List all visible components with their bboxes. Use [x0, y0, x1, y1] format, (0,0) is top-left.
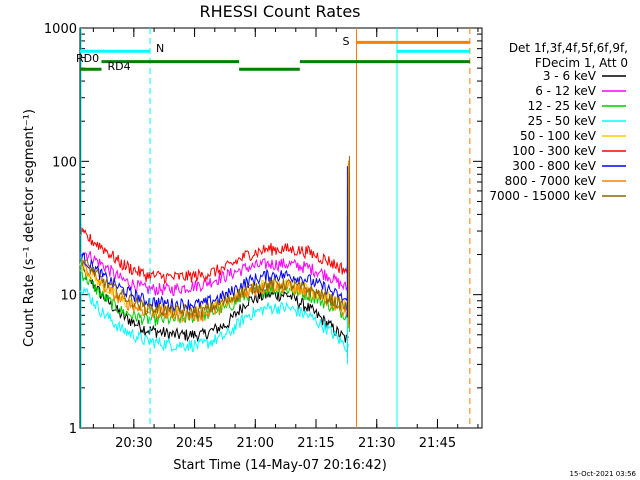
- flag-label-rd4: RD4: [107, 60, 130, 73]
- footer-timestamp: 15-Oct-2021 03:56: [570, 470, 637, 478]
- series-line: [79, 227, 349, 285]
- legend-header: FDecim 1, Att 0: [535, 56, 628, 70]
- x-tick-label: 21:30: [358, 436, 395, 451]
- flag-label-s: S: [343, 35, 350, 48]
- plot-frame: [79, 27, 483, 429]
- x-tick-label: 21:15: [297, 436, 334, 451]
- legend-entry: 6 - 12 keV: [535, 84, 597, 98]
- x-tick-label: 21:45: [419, 436, 456, 451]
- x-tick-label: 20:45: [176, 436, 213, 451]
- y-tick-label: 1: [69, 422, 77, 437]
- legend-entry: 100 - 300 keV: [512, 144, 596, 158]
- legend: Det 1f,3f,4f,5f,6f,9f,FDecim 1, Att 03 -…: [489, 41, 628, 203]
- chart-title: RHESSI Count Rates: [200, 2, 361, 21]
- legend-entry: 3 - 6 keV: [543, 69, 597, 83]
- legend-entry: 800 - 7000 keV: [505, 174, 597, 188]
- legend-entry: 12 - 25 keV: [528, 99, 597, 113]
- series-line: [79, 251, 349, 297]
- legend-header: Det 1f,3f,4f,5f,6f,9f,: [509, 41, 628, 55]
- legend-entry: 7000 - 15000 keV: [489, 189, 596, 203]
- y-tick-label: 10: [60, 289, 77, 304]
- y-tick-label: 100: [52, 155, 77, 170]
- y-tick-label: 1000: [44, 22, 77, 37]
- flag-label-n: N: [156, 42, 164, 55]
- y-axis-label: Count Rate (s⁻¹ detector segment⁻¹): [22, 109, 37, 347]
- series-line: [79, 286, 349, 353]
- flag-label-rd0: RD0: [76, 52, 99, 65]
- x-tick-label: 21:00: [237, 436, 274, 451]
- series-line: [79, 263, 349, 343]
- series-line: [79, 269, 349, 327]
- plot-layer: 1 10 100 1000 20:30 20:45 21:00 21:15 21:30 21:45…: [44, 22, 483, 451]
- legend-entry: 25 - 50 keV: [528, 114, 597, 128]
- x-tick-label: 20:30: [115, 436, 152, 451]
- series-line: [79, 256, 349, 320]
- legend-entry: 300 - 800 keV: [512, 159, 596, 173]
- legend-entry: 50 - 100 keV: [520, 129, 597, 143]
- x-axis-label: Start Time (14-May-07 20:16:42): [173, 458, 387, 473]
